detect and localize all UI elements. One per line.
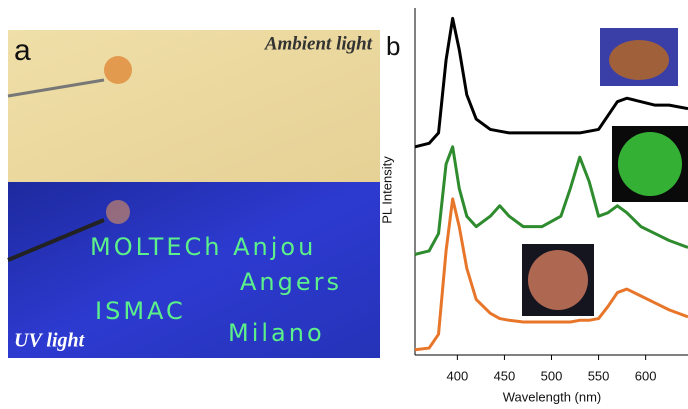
x-tick-label: 500 — [541, 368, 563, 383]
x-tick-label: 600 — [635, 368, 657, 383]
panel-b: b — [386, 28, 688, 316]
handwriting: MOLTECh Anjou — [90, 233, 316, 261]
y-axis-label: PL Intensity — [379, 156, 394, 224]
sample-spot — [106, 200, 130, 224]
x-axis-label: Wavelength (nm) — [503, 389, 602, 404]
handwriting: Angers — [240, 268, 342, 296]
inset-photo — [609, 40, 669, 80]
panel-label: b — [386, 31, 400, 61]
ambient-label: Ambient light — [264, 33, 373, 54]
figure: a Ambient light UV light MOLTECh Anjou A… — [0, 0, 688, 409]
handwriting: Milano — [228, 319, 325, 347]
panel-label: a — [14, 34, 31, 67]
inset-photo — [618, 132, 682, 196]
sample-spot — [104, 56, 132, 84]
x-tick-label: 400 — [447, 368, 469, 383]
handwriting: ISMAC — [95, 297, 186, 325]
x-tick-label: 450 — [494, 368, 516, 383]
inset-photo — [528, 250, 588, 310]
x-tick-label: 550 — [588, 368, 610, 383]
uv-label: UV light — [14, 330, 86, 352]
panel-a: a Ambient light UV light MOLTECh Anjou A… — [8, 30, 380, 358]
